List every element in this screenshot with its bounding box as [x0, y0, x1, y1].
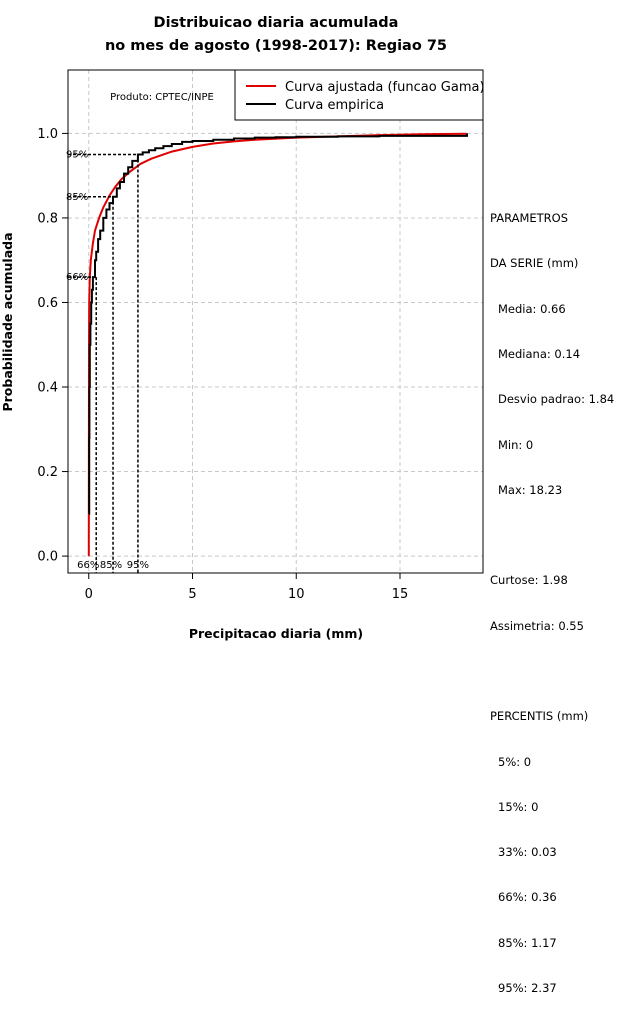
x-tick-label: 10 [288, 587, 305, 602]
percentile-x-label: 85% [100, 560, 122, 571]
x-tick-label: 15 [392, 587, 409, 602]
y-tick-label: 0.2 [37, 465, 58, 480]
percentile-85: 85%: 1.17 [498, 935, 557, 950]
x-axis: 0 5 10 15 [85, 572, 409, 602]
y-tick-label: 0.8 [37, 211, 58, 226]
percentile-66: 66%: 0.36 [498, 890, 557, 905]
percentile-y-label: 66% [66, 272, 88, 283]
legend-label-fitted: Curva ajustada (funcao Gama) [285, 80, 485, 95]
percentis-header: PERCENTIS (mm) [490, 709, 589, 724]
plot-frame [67, 69, 484, 574]
stat-desvio: Desvio padrao: 1.84 [498, 392, 615, 407]
chart-title-line-2: no mes de agosto (1998-2017): Regiao 75 [105, 38, 447, 54]
y-tick-label: 1.0 [37, 127, 58, 142]
stat-max: Max: 18.23 [498, 482, 563, 497]
spacer [490, 528, 638, 543]
y-axis-title: Probabilidade acumulada [0, 232, 15, 411]
percentile-y-label: 85% [66, 192, 88, 203]
stat-curtose: Curtose: 1.98 [490, 573, 568, 588]
empirical-step-curve [88, 133, 468, 515]
stat-assimetria: Assimetria: 0.55 [490, 618, 584, 633]
params-header-1: PARAMETROS [490, 211, 569, 226]
stat-media: Media: 0.66 [498, 301, 566, 316]
percentile-5: 5%: 0 [498, 754, 532, 769]
legend-label-empirical: Curva empirica [285, 98, 384, 113]
percentile-95: 95%: 2.37 [498, 980, 557, 995]
percentile-markers: 66%66%85%85%95%95% [66, 150, 149, 573]
stat-min: Min: 0 [498, 437, 534, 452]
percentile-x-label: 95% [127, 560, 149, 571]
stat-mediana: Mediana: 0.14 [498, 347, 581, 362]
percentile-33: 33%: 0.03 [498, 845, 557, 860]
y-tick-label: 0.0 [37, 550, 58, 565]
x-tick-label: 0 [85, 587, 93, 602]
x-axis-title: Precipitacao diaria (mm) [189, 626, 363, 641]
grid-lines [68, 70, 483, 573]
legend-box [234, 69, 484, 121]
percentile-15: 15%: 0 [498, 799, 539, 814]
spacer [490, 664, 638, 679]
y-tick-label: 0.4 [37, 381, 58, 396]
y-tick-label: 0.6 [37, 296, 58, 311]
legend: Curva ajustada (funcao Gama) Curva empir… [234, 69, 485, 121]
percentile-x-label: 66% [77, 560, 99, 571]
percentile-y-label: 95% [66, 150, 88, 161]
x-tick-label: 5 [188, 587, 196, 602]
params-header-2: DA SERIE (mm) [490, 256, 579, 271]
statistics-panel: PARAMETROS DA SERIE (mm) Media: 0.66 Med… [490, 181, 638, 1011]
chart-title-line-1: Distribuicao diaria acumulada [154, 15, 399, 31]
cdf-chart: Distribuicao diaria acumulada no mes de … [0, 15, 485, 641]
y-axis: 0.0 0.2 0.4 0.6 0.8 1.0 [37, 127, 69, 565]
fitted-gamma-curve [87, 132, 467, 557]
product-annotation: Produto: CPTEC/INPE [110, 92, 214, 103]
series-layer [87, 132, 468, 557]
